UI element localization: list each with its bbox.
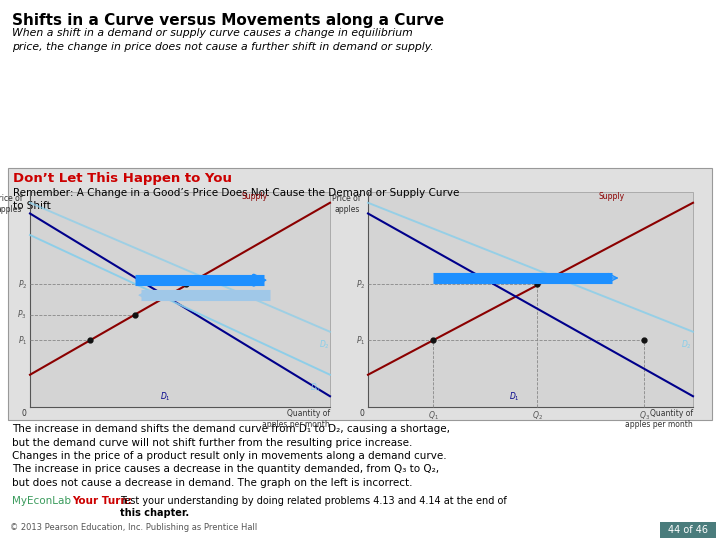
Text: The increase in price causes a decrease in the quantity demanded, from Q₃ to Q₂,: The increase in price causes a decrease … [12, 464, 439, 475]
Text: $D_1$: $D_1$ [160, 390, 171, 403]
Text: Shifts in a Curve versus Movements along a Curve: Shifts in a Curve versus Movements along… [12, 13, 444, 28]
Text: Quantity of
apples per month: Quantity of apples per month [262, 409, 330, 429]
Text: Your Turn:: Your Turn: [72, 496, 132, 505]
Text: but the demand curve will not shift further from the resulting price increase.: but the demand curve will not shift furt… [12, 437, 413, 448]
Bar [8, 168, 712, 420]
Text: 0: 0 [21, 409, 26, 418]
Text: Don’t Let This Happen to You: Don’t Let This Happen to You [13, 172, 232, 185]
Text: MyEconLab: MyEconLab [12, 496, 71, 505]
Bar [660, 522, 716, 538]
Text: but does not cause a decrease in demand. The graph on the left is incorrect.: but does not cause a decrease in demand.… [12, 478, 413, 488]
Text: $Q_3$: $Q_3$ [639, 409, 649, 422]
Text: The increase in demand shifts the demand curve from D₁ to D₂, causing a shortage: The increase in demand shifts the demand… [12, 424, 450, 434]
Text: $P_3$: $P_3$ [17, 308, 27, 321]
Text: 44 of 46: 44 of 46 [668, 525, 708, 535]
Text: When a shift in a demand or supply curve causes a change in equilibrium
price, t: When a shift in a demand or supply curve… [12, 28, 433, 52]
Text: $P_2$: $P_2$ [17, 278, 27, 291]
Text: Supply: Supply [242, 192, 268, 200]
Text: Changes in the price of a product result only in movements along a demand curve.: Changes in the price of a product result… [12, 451, 446, 461]
Text: $D_1$: $D_1$ [509, 390, 520, 403]
Text: Price of
apples: Price of apples [0, 194, 22, 214]
Text: Remember: A Change in a Good’s Price Does Not Cause the Demand or Supply Curve
t: Remember: A Change in a Good’s Price Doe… [13, 188, 459, 211]
Text: this chapter.: this chapter. [120, 509, 189, 518]
Text: $D_2$: $D_2$ [681, 338, 692, 350]
Text: $Q_1$: $Q_1$ [428, 409, 438, 422]
Text: © 2013 Pearson Education, Inc. Publishing as Prentice Hall: © 2013 Pearson Education, Inc. Publishin… [10, 523, 257, 532]
Text: $Q_2$: $Q_2$ [531, 409, 542, 422]
Text: 0: 0 [359, 409, 364, 418]
Text: Test your understanding by doing related problems 4.13 and 4.14 at the end of: Test your understanding by doing related… [120, 496, 507, 505]
Text: $D_2$: $D_2$ [319, 338, 329, 350]
Text: $P_1$: $P_1$ [356, 334, 365, 347]
Bar [368, 192, 693, 407]
Text: $D_0$: $D_0$ [310, 381, 320, 394]
Text: Supply: Supply [599, 192, 625, 200]
Text: Price of
apples: Price of apples [331, 194, 360, 214]
Text: $P_1$: $P_1$ [17, 334, 27, 347]
Text: $P_2$: $P_2$ [356, 278, 365, 291]
Bar [30, 192, 330, 407]
Text: Quantity of
apples per month: Quantity of apples per month [625, 409, 693, 429]
